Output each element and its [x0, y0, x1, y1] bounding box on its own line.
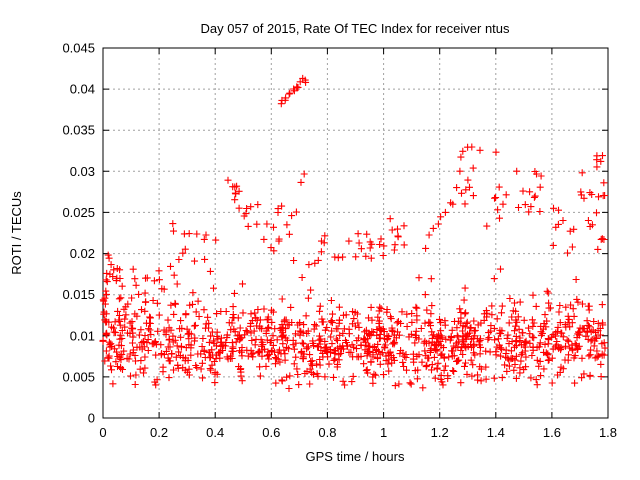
y-axis-label: ROTI / TECUs [9, 191, 24, 275]
x-tick-label: 1.8 [599, 425, 617, 440]
grid-lines [103, 48, 608, 418]
x-tick-label: 1 [380, 425, 387, 440]
y-tick-label: 0.035 [62, 123, 95, 138]
x-tick-label: 0.2 [150, 425, 168, 440]
plot-border [102, 47, 609, 419]
tick-labels: 0 0.2 0.4 0.6 0.8 1 1.2 1.4 1.6 1.8 0 0.005 0.01 0.01… [62, 41, 617, 441]
data-points [99, 74, 609, 392]
y-tick-label: 0.025 [62, 205, 95, 220]
y-tick-label: 0.02 [70, 246, 95, 261]
y-tick-label: 0.04 [70, 82, 95, 97]
y-tick-label: 0.03 [70, 164, 95, 179]
x-tick-label: 0.8 [318, 425, 336, 440]
x-tick-label: 0.4 [206, 425, 224, 440]
x-tick-label: 1.2 [431, 425, 449, 440]
x-tick-label: 1.4 [487, 425, 505, 440]
y-tick-label: 0 [88, 411, 95, 426]
chart-title: Day 057 of 2015, Rate Of TEC Index for r… [200, 21, 510, 36]
y-tick-label: 0.005 [62, 369, 95, 384]
x-tick-label: 0.6 [262, 425, 280, 440]
y-tick-label: 0.015 [62, 287, 95, 302]
x-tick-label: 0 [99, 425, 106, 440]
y-tick-label: 0.045 [62, 41, 95, 56]
x-axis-label: GPS time / hours [306, 449, 405, 464]
y-tick-label: 0.01 [70, 328, 95, 343]
x-tick-label: 1.6 [543, 425, 561, 440]
